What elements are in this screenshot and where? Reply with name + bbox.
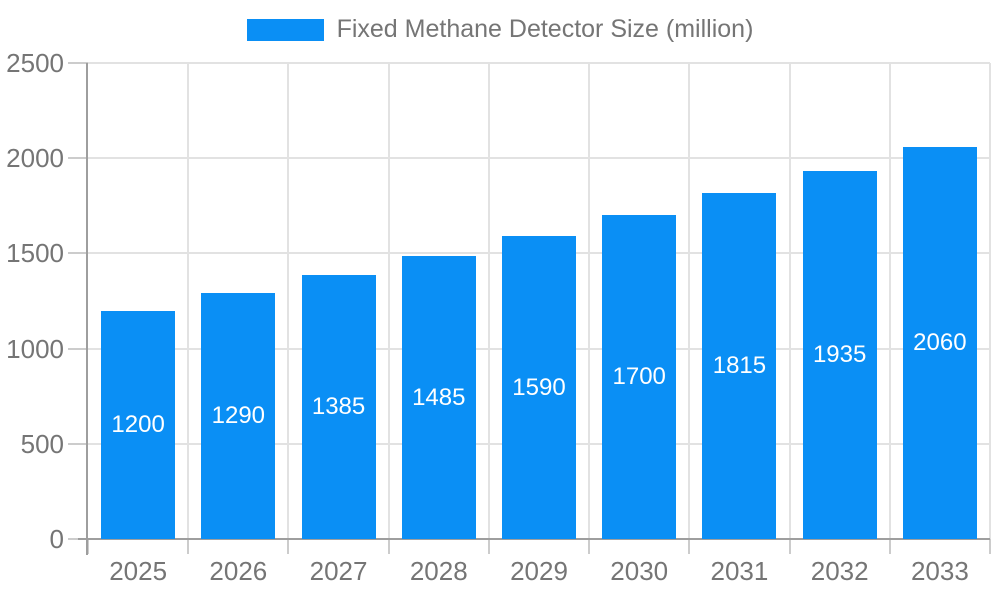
x-axis-tick (888, 539, 891, 554)
bar-value-label: 1200 (111, 410, 165, 438)
bar-2028[interactable]: 1485 (401, 256, 476, 539)
gridline-vertical (487, 63, 490, 539)
gridline-vertical (989, 63, 991, 539)
gridline-vertical (387, 63, 390, 539)
bar-value-label: 1815 (712, 352, 767, 380)
bar-value-label: 1290 (211, 402, 266, 430)
x-axis-tick (487, 539, 490, 554)
x-axis-label-2025: 2025 (109, 556, 168, 586)
y-axis-label-1000: 1000 (6, 333, 64, 364)
x-axis-label-2030: 2030 (610, 556, 669, 586)
bar-value-label: 1385 (311, 393, 366, 421)
y-axis-line (86, 63, 88, 555)
bar-2030[interactable]: 1700 (602, 215, 677, 539)
bar-2031[interactable]: 1815 (702, 193, 777, 539)
bar-value-label: 1935 (812, 340, 867, 368)
x-axis-tick (387, 539, 390, 554)
legend-swatch-icon (246, 18, 324, 41)
x-axis-tick (989, 539, 991, 554)
bar-value-label: 1590 (512, 373, 566, 401)
y-axis-label-1500: 1500 (6, 238, 64, 269)
y-axis-tick (68, 252, 88, 255)
bar-2027[interactable]: 1385 (301, 275, 376, 539)
bar-2026[interactable]: 1290 (201, 293, 276, 539)
x-axis-label-2032: 2032 (810, 556, 869, 586)
bar-value-label: 2060 (913, 328, 967, 356)
x-axis-tick (688, 539, 691, 554)
gridline-vertical (588, 63, 591, 539)
gridline-vertical (788, 63, 791, 539)
y-axis-tick (68, 442, 88, 445)
gridline-vertical (187, 63, 190, 539)
x-axis-label-2026: 2026 (209, 556, 268, 586)
x-axis-tick (187, 539, 190, 554)
x-axis-label-2029: 2029 (510, 556, 568, 586)
bar-value-label: 1485 (412, 383, 466, 411)
x-axis-line (78, 538, 990, 540)
y-axis-label-2000: 2000 (6, 143, 64, 174)
x-axis-tick (588, 539, 591, 554)
gridline-horizontal (88, 157, 990, 160)
y-axis-label-500: 500 (20, 428, 64, 459)
y-axis-label-0: 0 (49, 524, 64, 554)
y-axis-tick (68, 157, 88, 160)
y-axis-tick (68, 347, 88, 350)
x-axis-tick (287, 539, 290, 554)
x-axis-label-2033: 2033 (910, 556, 969, 586)
x-axis-label-2027: 2027 (309, 556, 368, 586)
bar-2029[interactable]: 1590 (502, 236, 576, 539)
bar-2033[interactable]: 2060 (902, 146, 977, 539)
bar-2025[interactable]: 1200 (101, 310, 176, 539)
gridline-vertical (688, 63, 691, 539)
x-axis-tick (87, 539, 89, 554)
x-axis-label-2031: 2031 (710, 556, 769, 586)
gridline-vertical (888, 63, 891, 539)
bar-value-label: 1700 (612, 363, 666, 391)
x-axis-label-2028: 2028 (409, 556, 468, 586)
legend-label: Fixed Methane Detector Size (million) (336, 15, 754, 43)
x-axis-tick (788, 539, 791, 554)
y-axis-tick (68, 62, 88, 64)
gridline-vertical (287, 63, 290, 539)
y-axis-label-2500: 2500 (6, 48, 64, 78)
gridline-horizontal (88, 62, 990, 64)
bar-2032[interactable]: 1935 (802, 170, 877, 539)
legend[interactable]: Fixed Methane Detector Size (million) (0, 15, 1000, 44)
